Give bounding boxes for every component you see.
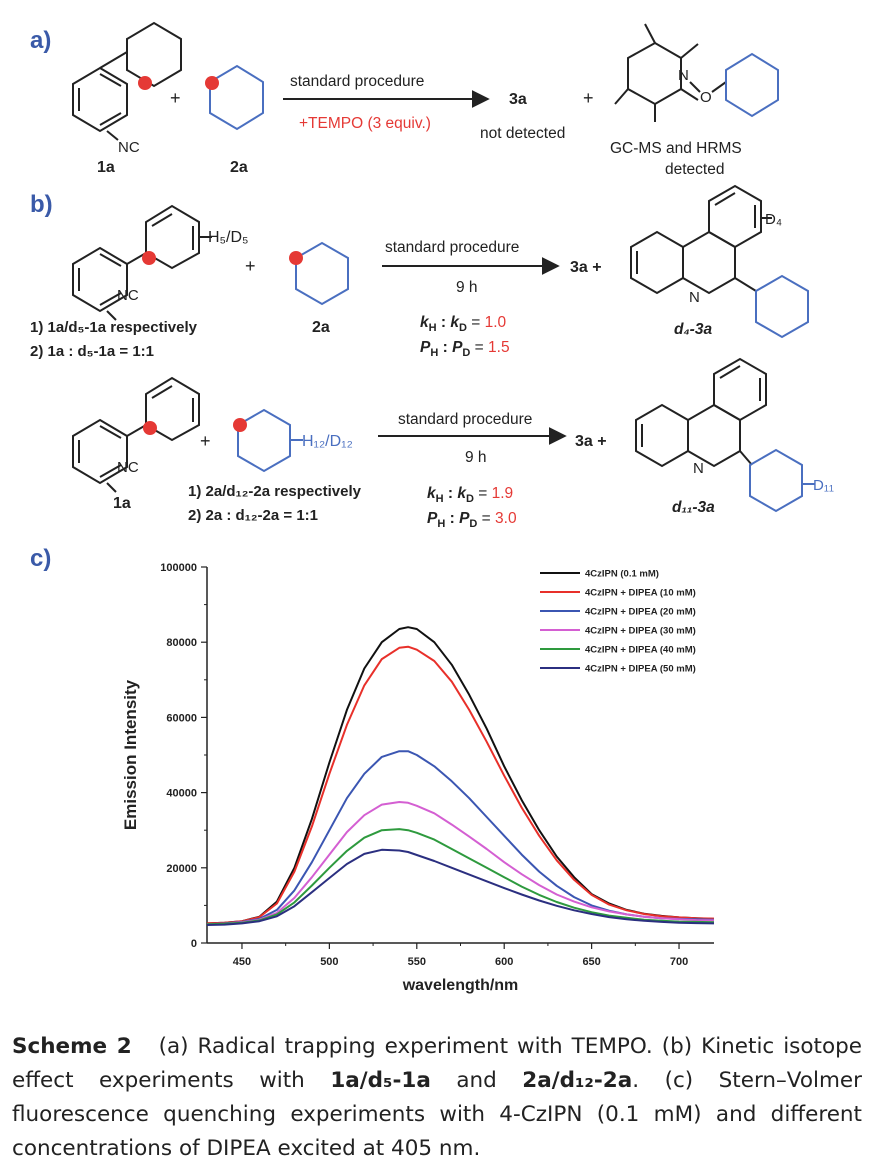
- substituent-h5-d5: H₅/D₅: [208, 229, 248, 246]
- x-tick-label: 500: [320, 956, 338, 968]
- y-axis-label: Emission Intensity: [121, 679, 140, 830]
- x-tick-label: 700: [670, 956, 688, 968]
- cyclohexyl-ring: [755, 274, 809, 339]
- label-1a: 1a: [113, 495, 131, 512]
- radical-dot: [205, 76, 219, 90]
- emission-chart: 0 20000 40000 60000 80000 100000 450 500 550 600 6…: [121, 562, 715, 994]
- plus-sign: +: [170, 88, 181, 108]
- caption-part-b: (b) Kinetic isotope effect experiments w…: [12, 1034, 862, 1093]
- x-tick-label: 550: [408, 956, 426, 968]
- o-atom: O: [700, 89, 712, 106]
- nc-label: NC: [117, 287, 139, 304]
- radical-dot: [142, 251, 156, 265]
- product-label-d11-3a: d₁₁-3a: [672, 499, 715, 516]
- substituent-d11: D₁₁: [813, 477, 834, 494]
- reaction-scheme: a) NC 1a + 2a standard procedure +TEMPO …: [30, 21, 834, 994]
- note-respectively: 1) 2a/d₁₂-2a respectively: [188, 483, 362, 500]
- caption-part-c: (c) Stern–Volmer fluorescence quenching …: [12, 1068, 862, 1161]
- n-atom: N: [678, 67, 689, 84]
- arrow-condition: standard procedure: [290, 73, 424, 90]
- label-1a: 1a: [97, 159, 115, 176]
- label-2a: 2a: [230, 159, 248, 176]
- product-prefix: 3a +: [570, 259, 602, 276]
- cyclohexane-2a: [209, 64, 264, 131]
- legend-entry: 4CzIPN + DIPEA (30 mM): [585, 626, 696, 637]
- nc-label: NC: [117, 459, 139, 476]
- substituent-d4: D₄: [765, 211, 782, 228]
- adduct-note: GC-MS and HRMS: [610, 140, 742, 157]
- radical-dot: [138, 76, 152, 90]
- kie-k: kH : kD = 1.0: [420, 314, 507, 334]
- caption-compound-2: 2a/d₁₂-2a: [522, 1068, 633, 1093]
- legend-entry: 4CzIPN + DIPEA (20 mM): [585, 607, 696, 618]
- product-prefix: 3a +: [575, 433, 607, 450]
- biphenyl-isocyanide-d5: [72, 204, 212, 321]
- arrow-condition: standard procedure: [398, 411, 532, 428]
- legend-entry: 4CzIPN + DIPEA (50 mM): [585, 664, 696, 675]
- y-tick-label: 80000: [166, 637, 197, 649]
- caption-compound-1: 1a/d₅-1a: [330, 1068, 431, 1093]
- caption-part-a: (a) Radical trapping experiment with TEM…: [158, 1034, 653, 1059]
- arrow-condition: standard procedure: [385, 239, 519, 256]
- cyclohexyl-ring: [725, 52, 779, 118]
- plus-sign: +: [583, 88, 594, 108]
- legend-entry: 4CzIPN (0.1 mM): [585, 569, 659, 580]
- series-line: [206, 750, 715, 926]
- x-tick-label: 650: [582, 956, 600, 968]
- biphenyl-isocyanide-1a: [72, 21, 182, 141]
- y-tick-label: 60000: [166, 712, 197, 724]
- product-3a: 3a: [509, 91, 527, 108]
- product-label-d4-3a: d₄-3a: [674, 321, 712, 338]
- nc-label: NC: [118, 139, 140, 156]
- figure-caption: Scheme 2 (a) Radical trapping experiment…: [12, 1034, 862, 1161]
- kie-k: kH : kD = 1.9: [427, 485, 513, 505]
- caption-and: and: [456, 1068, 497, 1093]
- note-respectively: 1) 1a/d₅-1a respectively: [30, 319, 198, 336]
- radical-dot: [143, 421, 157, 435]
- product-note: not detected: [480, 125, 565, 142]
- note-ratio: 2) 1a : d₅-1a = 1:1: [30, 343, 154, 360]
- y-tick-label: 20000: [166, 863, 197, 875]
- series-line: [206, 645, 715, 925]
- arrow-time: 9 h: [456, 279, 478, 296]
- x-axis-label: wavelength/nm: [402, 977, 519, 994]
- x-tick-label: 450: [233, 956, 251, 968]
- y-tick-label: 40000: [166, 788, 197, 800]
- series-line: [206, 801, 715, 926]
- biphenyl-isocyanide-1a: [72, 376, 200, 493]
- plus-sign: +: [200, 431, 211, 451]
- series-line: [206, 828, 715, 926]
- x-tick-label: 600: [495, 956, 513, 968]
- label-2a: 2a: [312, 319, 330, 336]
- radical-dot: [289, 251, 303, 265]
- y-tick-label: 100000: [160, 562, 197, 574]
- caption-label: Scheme 2: [12, 1034, 132, 1059]
- panel-label-a: a): [30, 27, 51, 54]
- note-ratio: 2) 2a : d₁₂-2a = 1:1: [188, 507, 318, 524]
- n-atom: N: [693, 460, 704, 477]
- panel-label-b: b): [30, 191, 53, 218]
- substituent-h12-d12: H₁₂/D₁₂: [302, 433, 353, 450]
- panel-label-c: c): [30, 545, 51, 572]
- arrow-time: 9 h: [465, 449, 487, 466]
- phenanthridine-d4: [630, 184, 772, 295]
- legend-entry: 4CzIPN + DIPEA (10 mM): [585, 588, 696, 599]
- adduct-note: detected: [665, 161, 724, 178]
- y-tick-label: 0: [191, 938, 197, 950]
- n-atom: N: [689, 289, 700, 306]
- series-line: [206, 848, 715, 926]
- kie-p: PH : PD = 3.0: [427, 510, 517, 530]
- radical-dot: [233, 418, 247, 432]
- arrow-additive: +TEMPO (3 equiv.): [299, 115, 431, 132]
- cyclohexane-2a: [295, 241, 349, 306]
- legend-entry: 4CzIPN + DIPEA (40 mM): [585, 645, 696, 656]
- cyclohexyl-d11-ring: [749, 448, 803, 513]
- phenanthridine-d11: [635, 357, 767, 468]
- plus-sign: +: [245, 256, 256, 276]
- kie-p: PH : PD = 1.5: [420, 339, 510, 359]
- cyclohexane-d12: [237, 408, 291, 473]
- tempo-adduct: [614, 23, 727, 122]
